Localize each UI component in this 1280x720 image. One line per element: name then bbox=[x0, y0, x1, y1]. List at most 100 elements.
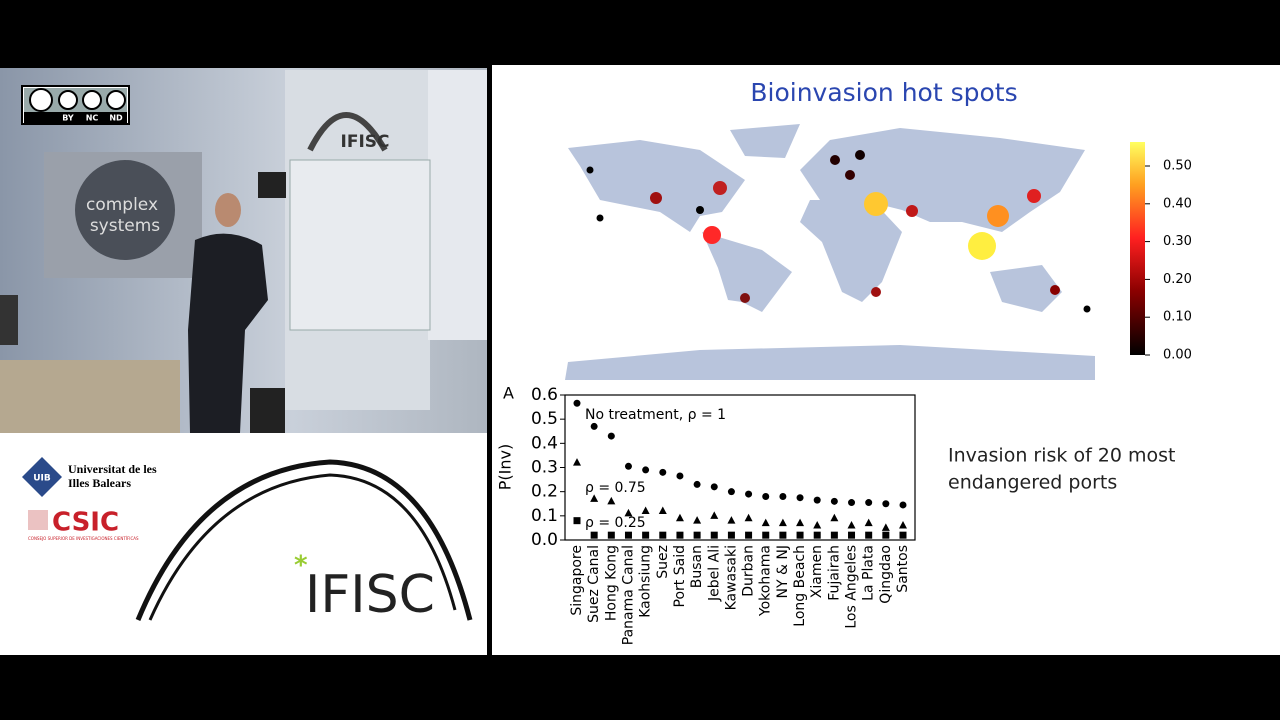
x-tick-label: Santos bbox=[895, 545, 911, 593]
caption: endangered ports bbox=[948, 472, 1117, 494]
poster-text: systems bbox=[90, 216, 160, 236]
point bbox=[779, 531, 787, 539]
point bbox=[813, 496, 821, 504]
x-tick-label: NY & NJ bbox=[775, 545, 791, 598]
csic-logo: CSIC bbox=[52, 508, 119, 538]
point bbox=[744, 513, 753, 522]
uib-badge: UIB bbox=[33, 474, 51, 484]
x-tick-label: Kawasaki bbox=[723, 545, 739, 610]
point bbox=[779, 493, 787, 500]
point bbox=[762, 531, 770, 539]
y-tick-label: 0.6 bbox=[531, 385, 558, 405]
x-tick-label: Qingdao bbox=[878, 545, 894, 604]
point bbox=[590, 531, 598, 539]
point bbox=[573, 399, 581, 407]
wall-sign: IFISC bbox=[341, 132, 390, 152]
colorbar-tick-label: 0.00 bbox=[1163, 348, 1192, 363]
x-tick-label: Long Beach bbox=[792, 545, 808, 627]
uib-name: Universitat de les bbox=[68, 462, 157, 476]
point bbox=[761, 518, 770, 527]
poster-text: complex bbox=[86, 195, 158, 215]
point bbox=[778, 518, 787, 527]
point bbox=[848, 499, 856, 507]
point bbox=[847, 521, 856, 529]
y-axis-label: P(Inv) bbox=[496, 444, 515, 490]
point bbox=[882, 531, 890, 539]
point bbox=[607, 531, 615, 539]
x-tick-label: Fujairah bbox=[826, 545, 842, 601]
x-tick-label: Kaohsiung bbox=[638, 545, 654, 618]
point bbox=[899, 531, 907, 539]
colorbar bbox=[1130, 142, 1145, 355]
point bbox=[848, 531, 856, 539]
x-tick-label: Xiamen bbox=[809, 545, 825, 598]
colorbar-tick-label: 0.10 bbox=[1163, 310, 1192, 325]
point bbox=[865, 499, 873, 507]
x-tick-label: Panama Canal bbox=[620, 545, 636, 645]
point bbox=[590, 494, 599, 502]
caption: Invasion risk of 20 most bbox=[948, 445, 1176, 467]
y-tick-label: 0.2 bbox=[531, 482, 558, 502]
x-tick-label: Hong Kong bbox=[603, 545, 619, 621]
point bbox=[676, 531, 684, 539]
x-tick-label: La Plata bbox=[861, 545, 877, 601]
point bbox=[607, 432, 615, 440]
series-label: ρ = 0.75 bbox=[585, 480, 646, 496]
colorbar-tick-label: 0.20 bbox=[1163, 272, 1192, 287]
point bbox=[693, 531, 701, 539]
point bbox=[813, 531, 821, 539]
point bbox=[641, 506, 650, 514]
point bbox=[864, 518, 873, 527]
point bbox=[899, 521, 907, 529]
y-tick-label: 0.5 bbox=[531, 409, 558, 429]
point bbox=[624, 508, 633, 517]
point bbox=[727, 531, 735, 539]
x-tick-label: Durban bbox=[741, 545, 757, 597]
point bbox=[710, 483, 718, 491]
point bbox=[727, 488, 735, 496]
x-tick-label: Singapore bbox=[569, 545, 585, 616]
point bbox=[607, 496, 616, 505]
point bbox=[642, 531, 650, 539]
point bbox=[642, 466, 650, 474]
colorbar-tick-label: 0.40 bbox=[1163, 196, 1192, 211]
point bbox=[590, 422, 598, 430]
point bbox=[710, 531, 718, 539]
cc-nc: NC bbox=[86, 114, 99, 123]
y-tick-label: 0.1 bbox=[531, 506, 558, 526]
point bbox=[693, 516, 702, 524]
x-tick-label: Los Angeles bbox=[844, 545, 860, 629]
point bbox=[865, 531, 873, 539]
y-tick-label: 0.0 bbox=[531, 530, 558, 550]
csic-sub: CONSEJO SUPERIOR DE INVESTIGACIONES CIEN… bbox=[28, 536, 139, 541]
ifisc-logo: IFISC bbox=[305, 565, 435, 625]
slide: Bioinvasion hot spots 0.00 0.10 0.20 0.30 0.… bbox=[492, 65, 1280, 655]
y-tick-label: 0.4 bbox=[531, 433, 558, 453]
panel-label: A bbox=[503, 384, 514, 403]
point bbox=[573, 458, 581, 466]
point bbox=[830, 531, 838, 539]
point bbox=[796, 531, 804, 539]
point bbox=[573, 517, 581, 525]
point bbox=[624, 462, 632, 470]
x-tick-label: Suez Canal bbox=[586, 545, 602, 623]
point bbox=[882, 500, 890, 508]
x-tick-label: Yokohama bbox=[758, 545, 774, 617]
cc-by: BY bbox=[62, 114, 74, 123]
colorbar-ticks: 0.00 0.10 0.20 0.30 0.40 0.50 bbox=[1145, 159, 1192, 363]
slide-title: Bioinvasion hot spots bbox=[750, 78, 1017, 107]
uib-name: Illes Balears bbox=[68, 476, 131, 490]
point bbox=[830, 513, 839, 522]
point bbox=[745, 531, 753, 539]
logo-panel: UIB Universitat de les Illes Balears CSI… bbox=[0, 433, 487, 655]
x-tick-label: Jebel Ali bbox=[706, 545, 722, 602]
series-label: ρ = 0.25 bbox=[585, 515, 646, 531]
cc-nd: ND bbox=[109, 114, 123, 123]
colorbar-tick-label: 0.30 bbox=[1163, 234, 1192, 249]
point bbox=[624, 531, 632, 539]
x-tick-label: Suez bbox=[655, 545, 671, 579]
point bbox=[899, 501, 907, 509]
point bbox=[675, 513, 684, 522]
